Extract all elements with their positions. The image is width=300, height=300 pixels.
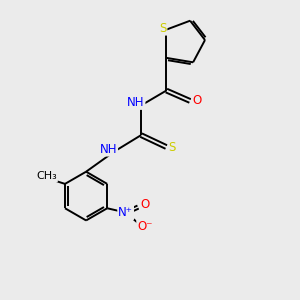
Text: N⁺: N⁺	[118, 206, 133, 219]
Text: O: O	[140, 198, 149, 211]
Text: NH: NH	[127, 96, 145, 109]
Text: S: S	[169, 140, 176, 154]
Text: O: O	[192, 94, 201, 107]
Text: NH: NH	[100, 142, 117, 156]
Text: CH₃: CH₃	[36, 172, 57, 182]
Text: N: N	[121, 206, 130, 219]
Text: O⁻: O⁻	[137, 220, 153, 232]
Text: S: S	[159, 22, 166, 34]
